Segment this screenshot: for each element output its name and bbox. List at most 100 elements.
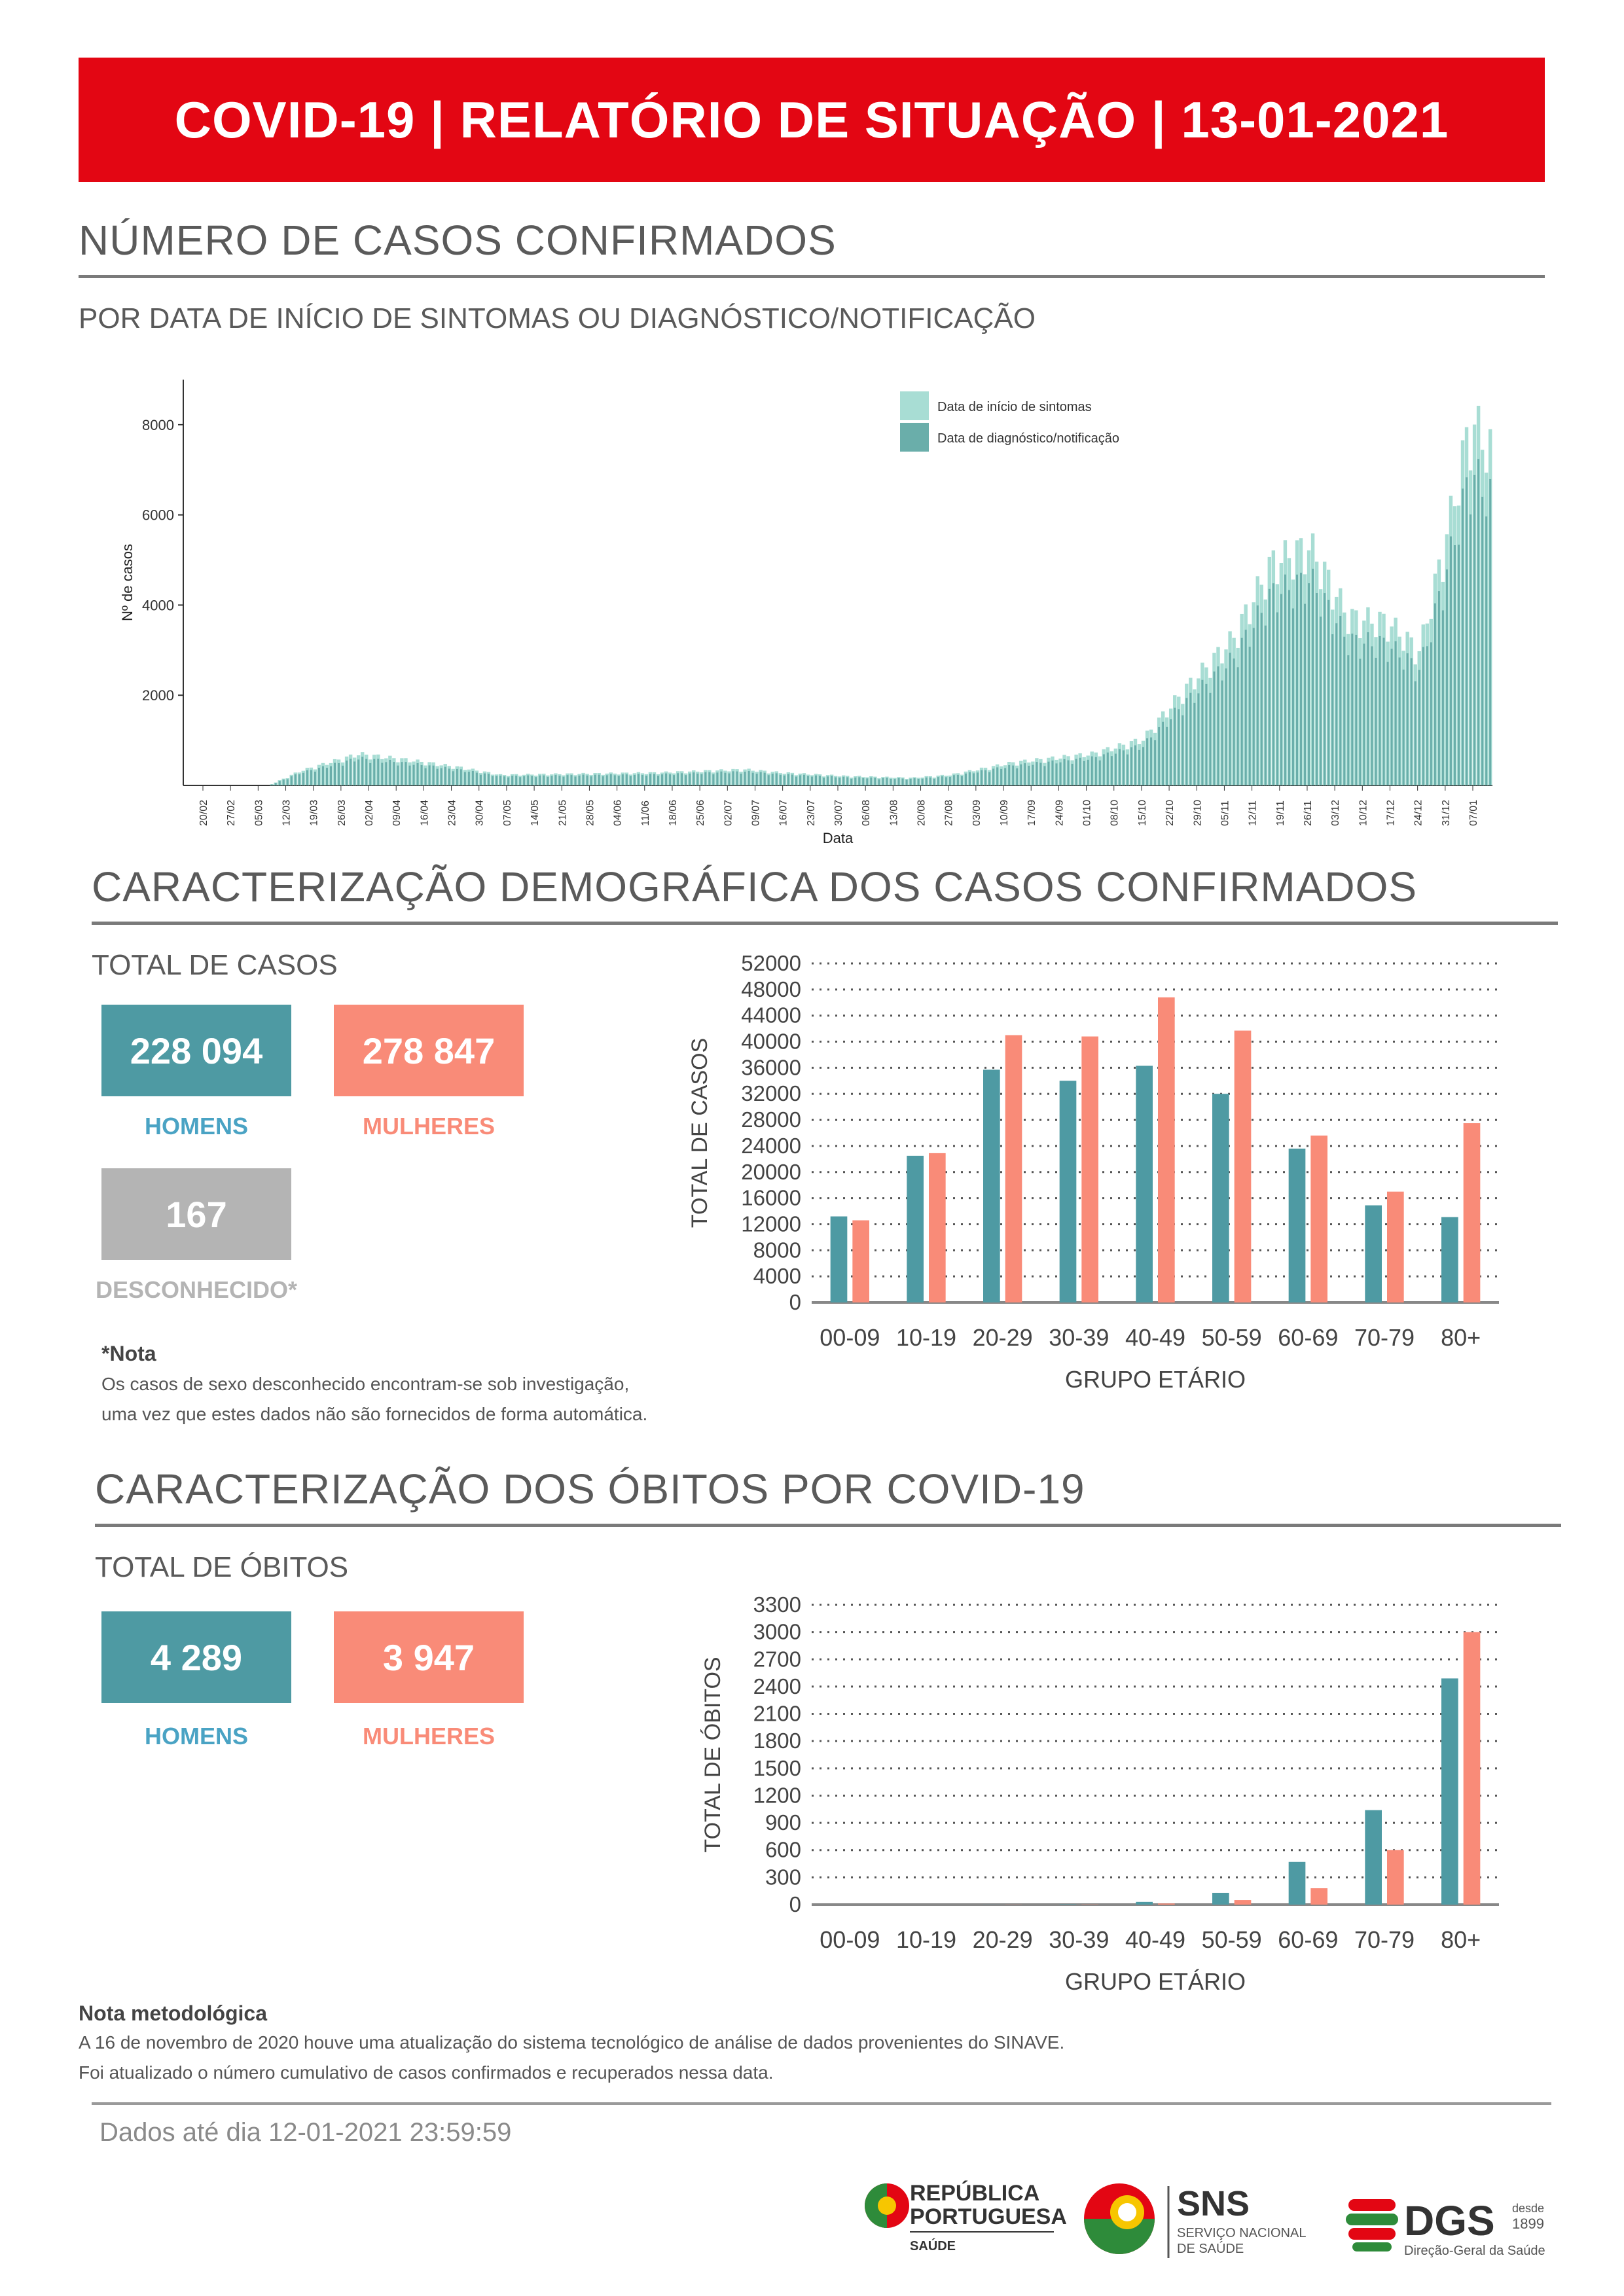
- ts-bar-diagnosis: [791, 774, 793, 785]
- ts-bar-diagnosis: [325, 768, 328, 785]
- ts-bar-diagnosis: [527, 775, 530, 785]
- ts-bar-diagnosis: [1012, 765, 1015, 785]
- ts-bar-diagnosis: [294, 774, 297, 785]
- bar-women: [1158, 1903, 1175, 1905]
- cases-women-value: 278 847: [362, 1030, 496, 1071]
- ts-bar-diagnosis: [350, 759, 352, 785]
- ts-y-tick-label: 6000: [142, 507, 174, 524]
- ts-bar-diagnosis: [310, 770, 312, 785]
- ts-bar-diagnosis: [602, 776, 604, 785]
- y-axis-label: TOTAL DE ÓBITOS: [700, 1657, 725, 1852]
- ts-bar-diagnosis: [956, 774, 959, 785]
- ts-bar-diagnosis: [1182, 715, 1184, 785]
- ts-bar-diagnosis: [850, 778, 853, 785]
- method-note-title: Nota metodológica: [79, 2001, 268, 2025]
- ts-bar-diagnosis: [858, 777, 861, 785]
- ts-bar-diagnosis: [1126, 754, 1128, 785]
- ts-bar-diagnosis: [649, 774, 651, 785]
- bar-men: [1441, 1217, 1458, 1302]
- ts-bar-diagnosis: [897, 778, 900, 785]
- ts-bar-diagnosis: [499, 776, 502, 785]
- ts-bar-diagnosis: [503, 776, 506, 785]
- ts-bar-diagnosis: [1079, 757, 1081, 785]
- ts-bar-diagnosis: [346, 761, 348, 785]
- ts-bar-diagnosis: [1347, 655, 1350, 785]
- ts-bar-diagnosis: [463, 772, 466, 785]
- cases-note-text: Os casos de sexo desconhecido encontram-…: [101, 1369, 647, 1429]
- ts-bar-diagnosis: [870, 777, 873, 785]
- ts-bar-diagnosis: [381, 762, 384, 785]
- ts-bar-diagnosis: [1422, 647, 1424, 785]
- ts-bar-diagnosis: [886, 778, 888, 785]
- ts-bar-diagnosis: [1398, 657, 1401, 785]
- footer-divider: [92, 2102, 1551, 2105]
- y-tick-label: 20000: [741, 1160, 801, 1184]
- bar-women: [1387, 1850, 1404, 1905]
- bar-women: [929, 1153, 946, 1302]
- ts-bar-diagnosis: [342, 765, 344, 785]
- ts-x-tick-label: 13/08: [888, 800, 899, 826]
- ts-bar-diagnosis: [960, 776, 963, 785]
- ts-bar-diagnosis: [1457, 545, 1460, 785]
- ts-x-tick-label: 05/03: [253, 800, 264, 826]
- ts-x-tick-label: 16/04: [419, 800, 430, 826]
- ts-x-tick-label: 18/06: [668, 800, 679, 826]
- ts-bar-diagnosis: [487, 774, 490, 785]
- cases-women-box: 278 847: [334, 1005, 524, 1096]
- ts-bar-diagnosis: [1331, 634, 1334, 785]
- ts-bar-diagnosis: [543, 775, 545, 785]
- ts-x-tick-label: 03/12: [1330, 800, 1341, 826]
- ts-x-tick-label: 22/10: [1164, 800, 1176, 826]
- ts-bar-diagnosis: [558, 776, 561, 785]
- ts-x-tick-label: 16/07: [778, 800, 789, 826]
- y-tick-label: 4000: [753, 1264, 801, 1288]
- ts-bar-diagnosis: [988, 772, 991, 785]
- ts-bar-diagnosis: [1201, 679, 1204, 785]
- ts-bar-diagnosis: [984, 770, 987, 785]
- ts-x-tick-label: 01/10: [1082, 800, 1093, 826]
- ts-bar-diagnosis: [945, 777, 947, 785]
- ts-bar-diagnosis: [952, 775, 955, 785]
- ts-bar-diagnosis: [810, 776, 813, 785]
- ts-bar-diagnosis: [1059, 762, 1062, 785]
- ts-bar-diagnosis: [1324, 593, 1326, 785]
- sns-logo: SNS SERVIÇO NACIONAL DE SAÚDE: [1084, 2183, 1306, 2258]
- y-tick-label: 44000: [741, 1003, 801, 1028]
- ts-bar-diagnosis: [740, 773, 742, 785]
- ts-bar-diagnosis: [1394, 641, 1397, 785]
- bar-men: [1365, 1810, 1382, 1905]
- ts-x-tick-label: 02/04: [364, 800, 375, 826]
- ts-bar-diagnosis: [408, 765, 411, 785]
- ts-bar-diagnosis: [1028, 765, 1030, 785]
- ts-bar-diagnosis: [1355, 634, 1358, 785]
- ts-bar-diagnosis: [893, 779, 896, 785]
- ts-bar-diagnosis: [716, 772, 719, 785]
- deaths-women-box: 3 947: [334, 1611, 524, 1703]
- y-tick-label: 2700: [753, 1647, 801, 1671]
- ts-bar-diagnosis: [385, 762, 388, 785]
- ts-bar-diagnosis: [689, 773, 691, 785]
- ts-bar-diagnosis: [1142, 747, 1145, 785]
- dgs-emblem-icon: [1346, 2214, 1398, 2225]
- ts-bar-diagnosis: [909, 778, 912, 785]
- ts-bar-diagnosis: [977, 772, 979, 785]
- ts-bar-diagnosis: [681, 773, 683, 785]
- ts-bar-diagnosis: [905, 780, 908, 785]
- ts-bar-diagnosis: [700, 774, 703, 785]
- sns-emblem-icon: [1118, 2203, 1136, 2221]
- ts-bar-diagnosis: [278, 781, 281, 785]
- ts-x-tick-label: 11/06: [640, 800, 651, 826]
- ts-bar-diagnosis: [823, 778, 825, 785]
- ts-bar-diagnosis: [992, 768, 995, 785]
- ts-bar-diagnosis: [827, 776, 829, 785]
- y-axis-label: TOTAL DE CASOS: [687, 1038, 712, 1228]
- ts-x-tick-label: 23/04: [447, 800, 458, 826]
- ts-bar-diagnosis: [673, 775, 676, 785]
- ts-bar-diagnosis: [708, 772, 711, 785]
- ts-bar-diagnosis: [1098, 760, 1101, 785]
- ts-bar-diagnosis: [972, 773, 975, 785]
- ts-bar-diagnosis: [621, 774, 624, 785]
- ts-bar-diagnosis: [1063, 759, 1066, 785]
- ts-bar-diagnosis: [1016, 768, 1019, 785]
- cases-unknown-box: 167: [101, 1168, 291, 1260]
